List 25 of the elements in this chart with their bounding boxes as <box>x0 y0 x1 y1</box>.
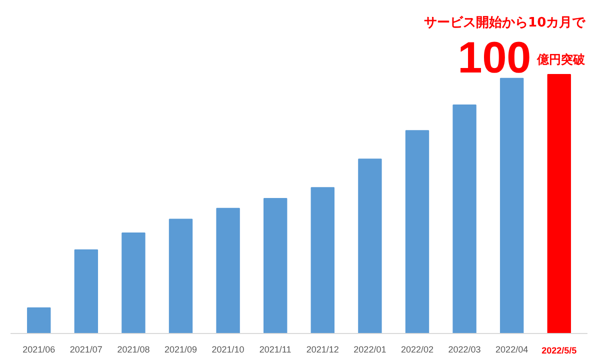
bar <box>452 104 476 334</box>
x-tick-label: 2021/09 <box>164 344 198 354</box>
x-tick-label: 2021/12 <box>306 344 339 354</box>
x-tick-label: 2021/07 <box>70 344 102 354</box>
x-tick-label: 2022/02 <box>400 344 434 354</box>
x-tick-label: 2022/01 <box>354 344 386 354</box>
bar <box>264 198 288 334</box>
x-tick-label: 2022/04 <box>496 344 528 354</box>
bar <box>74 249 98 334</box>
bar <box>358 158 382 334</box>
bar <box>310 187 334 334</box>
bar <box>500 78 524 334</box>
x-tick-label: 2022/5/5 <box>542 346 577 356</box>
bar <box>27 307 51 334</box>
bar <box>547 74 571 334</box>
x-tick-label: 2021/10 <box>212 344 244 354</box>
x-tick-label: 2021/11 <box>259 344 292 354</box>
x-tick-label: 2021/08 <box>117 344 150 354</box>
x-tick-label: 2022/03 <box>448 344 481 354</box>
bar <box>168 218 193 334</box>
bar <box>122 232 146 334</box>
x-tick-label: 2021/06 <box>22 344 56 354</box>
text: サービス開始から10カ月で <box>424 15 586 30</box>
bar <box>405 130 430 334</box>
bar <box>216 208 240 334</box>
